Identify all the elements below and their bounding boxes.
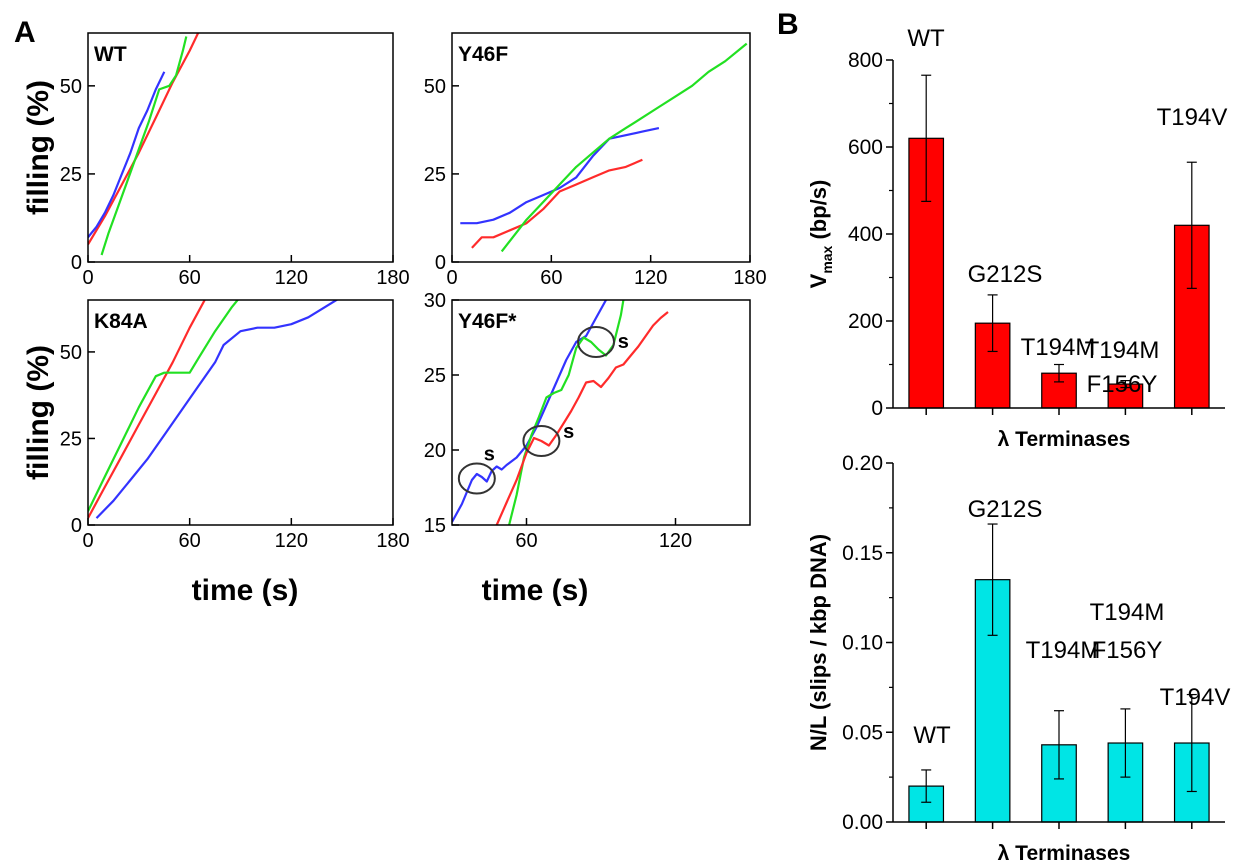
plot-frame xyxy=(87,299,394,526)
y-tick-label: 0 xyxy=(71,515,82,537)
panel-title: Y46F xyxy=(458,43,508,66)
y-tick-label: 600 xyxy=(848,136,883,159)
x-axis-label: λ Terminases xyxy=(998,428,1131,451)
category-label: WT xyxy=(907,25,945,52)
slip-circle-2 xyxy=(522,425,561,457)
x-tick-label: 0 xyxy=(446,267,457,289)
panel-y46f_star: 60 120 15 20 25 30 Y46F* time (s) s s s xyxy=(424,290,751,607)
category-label: T194V xyxy=(1157,104,1228,131)
category-label: F156Y xyxy=(1087,371,1158,398)
y-tick-label: 25 xyxy=(60,164,82,186)
series-line-2 xyxy=(471,158,643,249)
category-label: T194M xyxy=(1090,599,1165,626)
x-tick-label: 120 xyxy=(275,267,308,289)
category-label: G212S xyxy=(968,261,1043,288)
y-tick-label: 200 xyxy=(848,310,883,333)
y-tick-label: 25 xyxy=(424,365,446,387)
category-label: WT xyxy=(913,722,951,749)
y-axis-label: filling (%) xyxy=(22,345,55,480)
y-tick-label: 0.10 xyxy=(842,632,883,655)
y-tick-label: 0.05 xyxy=(842,721,883,744)
series-line-1 xyxy=(88,33,200,245)
y-tick-label: 0.00 xyxy=(842,811,883,834)
panel-wt: 0 60 120 180 0 25 50 WT filling (%) xyxy=(22,32,410,289)
series-line-3 xyxy=(100,36,188,256)
x-tick-label: 180 xyxy=(733,267,766,289)
x-tick-label: 120 xyxy=(275,530,308,552)
category-label: F156Y xyxy=(1092,637,1163,664)
series-line-2 xyxy=(508,300,625,525)
x-axis-label: time (s) xyxy=(482,574,589,607)
category-label: T194M xyxy=(1026,637,1101,664)
y-tick-label: 800 xyxy=(848,49,883,72)
y-tick-label: 0 xyxy=(71,252,82,274)
category-label: T194V xyxy=(1160,684,1231,711)
x-axis-label: λ Terminases xyxy=(998,842,1131,863)
y-tick-label: 0 xyxy=(871,397,883,420)
panel-title: K84A xyxy=(94,310,148,333)
panel-label-a: A xyxy=(14,16,36,49)
series-line-3 xyxy=(495,311,669,525)
x-tick-label: 180 xyxy=(376,267,409,289)
x-tick-label: 0 xyxy=(82,530,93,552)
panel-title: WT xyxy=(94,43,127,66)
slip-label-1: s xyxy=(484,444,495,466)
series-line-1 xyxy=(88,300,206,519)
x-tick-label: 180 xyxy=(376,530,409,552)
panel-title: Y46F* xyxy=(458,310,517,333)
x-tick-label: 120 xyxy=(634,267,667,289)
x-tick-label: 60 xyxy=(515,530,537,552)
panel-k84a: 0 60 120 180 0 25 50 K84A filling (%) time (s) xyxy=(22,299,410,607)
slip-circle-3 xyxy=(577,326,616,358)
x-tick-label: 60 xyxy=(179,530,201,552)
x-tick-label: 120 xyxy=(659,530,692,552)
panel-label-b: B xyxy=(777,8,799,41)
y-tick-label: 0.20 xyxy=(842,452,883,475)
y-tick-label: 50 xyxy=(60,76,82,98)
x-tick-label: 0 xyxy=(82,267,93,289)
panel-y46f: 0 60 120 180 0 25 50 Y46F xyxy=(424,32,767,289)
y-tick-label: 30 xyxy=(424,290,446,312)
y-tick-label: 400 xyxy=(848,223,883,246)
y-tick-label: 25 xyxy=(60,428,82,450)
series-line-2 xyxy=(88,71,166,238)
series-line-3 xyxy=(95,300,339,519)
series-line-3 xyxy=(500,42,748,253)
slip-circle-1 xyxy=(457,462,496,495)
x-tick-label: 60 xyxy=(540,267,562,289)
y-tick-label: 50 xyxy=(424,76,446,98)
x-tick-label: 60 xyxy=(179,267,201,289)
plot-frame xyxy=(87,32,394,263)
y-axis-label: filling (%) xyxy=(22,80,55,215)
slip-label-3: s xyxy=(618,331,629,353)
series-line-1 xyxy=(452,300,607,523)
y-axis-label: Vmax (bp/s) xyxy=(806,180,835,289)
y-axis-label-main: V xyxy=(806,273,831,288)
y-tick-label: 0 xyxy=(435,252,446,274)
series-line-2 xyxy=(88,300,240,512)
y-tick-label: 25 xyxy=(424,164,446,186)
series-line-1 xyxy=(460,127,660,225)
slip-label-2: s xyxy=(563,421,574,443)
y-tick-label: 15 xyxy=(424,515,446,537)
y-tick-label: 20 xyxy=(424,440,446,462)
y-axis-label-sub: max xyxy=(819,245,835,273)
charts: 0 60 120 180 0 25 50 WT filling (%) 0 60 120 180 0 25 5… xyxy=(22,25,1230,863)
category-label: T194M xyxy=(1085,337,1160,364)
y-tick-label: 50 xyxy=(60,342,82,364)
category-label: T194M xyxy=(1021,334,1096,361)
plot-frame xyxy=(451,32,751,263)
y-axis-label: N/L (slips / kbp DNA) xyxy=(806,534,831,751)
category-label: G212S xyxy=(968,496,1043,523)
panel-slips: WTG212ST194MT194MF156YT194V0.000.050.100… xyxy=(806,452,1230,863)
x-axis-label: time (s) xyxy=(192,574,299,607)
plot-frame xyxy=(451,299,751,526)
y-axis-label-unit: (bp/s) xyxy=(806,180,831,246)
y-tick-label: 0.15 xyxy=(842,542,883,565)
